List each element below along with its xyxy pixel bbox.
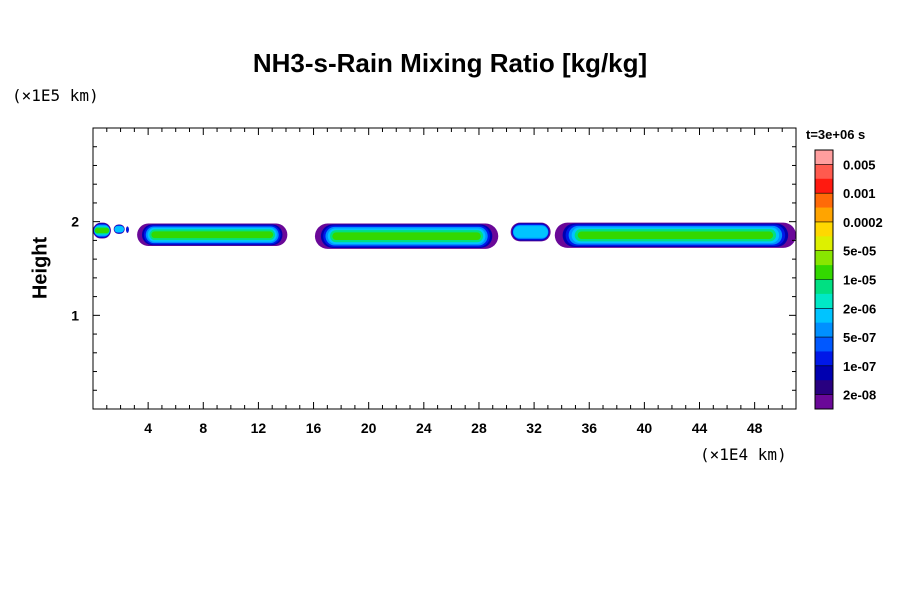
y-axis: 12: [71, 146, 796, 391]
colorbar-swatch: [815, 164, 833, 180]
x-tick-label: 48: [747, 420, 763, 436]
x-tick-label: 8: [199, 420, 207, 436]
cloud-band: [114, 226, 124, 233]
x-tick-label: 28: [471, 420, 487, 436]
colorbar-swatch: [815, 365, 833, 381]
colorbar-swatch: [815, 337, 833, 352]
colorbar-swatch: [815, 236, 833, 252]
colorbar-swatch: [815, 221, 833, 237]
x-scale-label: (×1E4 km): [700, 445, 787, 464]
colorbar-swatch: [815, 207, 833, 223]
colorbar-swatch: [815, 293, 833, 309]
cloud-band: [94, 228, 110, 233]
colorbar-swatch: [815, 351, 833, 367]
colorbar-swatch: [815, 265, 833, 280]
x-tick-label: 36: [581, 420, 597, 436]
colorbar-label: 1e-07: [843, 359, 876, 374]
colorbar-swatch: [815, 380, 833, 396]
chart-title: NH3-s-Rain Mixing Ratio [kg/kg]: [252, 48, 648, 78]
x-tick-label: 20: [361, 420, 377, 436]
y-scale-label: (×1E5 km): [12, 86, 99, 105]
time-label: t=3e+06 s: [806, 127, 865, 142]
colorbar-label: 5e-05: [843, 244, 876, 259]
colorbar-swatch: [815, 394, 833, 410]
x-tick-label: 24: [416, 420, 432, 436]
y-tick-label: 1: [71, 307, 79, 323]
colorbar-swatch: [815, 322, 833, 338]
colorbar-label: 5e-07: [843, 330, 876, 345]
x-tick-label: 32: [526, 420, 542, 436]
cloud-band: [126, 226, 129, 233]
colorbar-label: 0.005: [843, 157, 876, 172]
x-tick-label: 4: [144, 420, 152, 436]
x-tick-label: 16: [306, 420, 322, 436]
cloud-band: [151, 231, 274, 239]
colorbar-swatch: [815, 193, 833, 209]
colorbar-swatch: [815, 308, 833, 324]
colorbar-swatch: [815, 250, 833, 266]
x-tick-label: 40: [637, 420, 653, 436]
colorbar-label: 0.0002: [843, 215, 883, 230]
colorbar-label: 0.001: [843, 186, 876, 201]
colorbar: 0.005 0.001 0.0002 5e-05 1e-05 2e-06 5e-07 1e-0…: [814, 149, 883, 410]
x-tick-label: 12: [251, 420, 267, 436]
plot-frame: [92, 127, 797, 410]
colorbar-label: 2e-06: [843, 301, 876, 316]
colorbar-label: 1e-05: [843, 273, 876, 288]
cloud-band: [577, 231, 774, 240]
x-tick-label: 44: [692, 420, 708, 436]
colorbar-swatch: [815, 279, 833, 295]
cloud-band: [332, 232, 481, 240]
cloud-band: [513, 226, 548, 238]
colorbar-label: 2e-08: [843, 388, 876, 403]
y-tick-label: 2: [71, 214, 79, 230]
colorbar-swatch: [815, 178, 833, 194]
x-axis: 4 8 12 16 20 24 28 32 36 40 44 48: [106, 128, 783, 436]
colorbar-swatch: [815, 150, 833, 165]
cloud-field: [93, 222, 796, 249]
